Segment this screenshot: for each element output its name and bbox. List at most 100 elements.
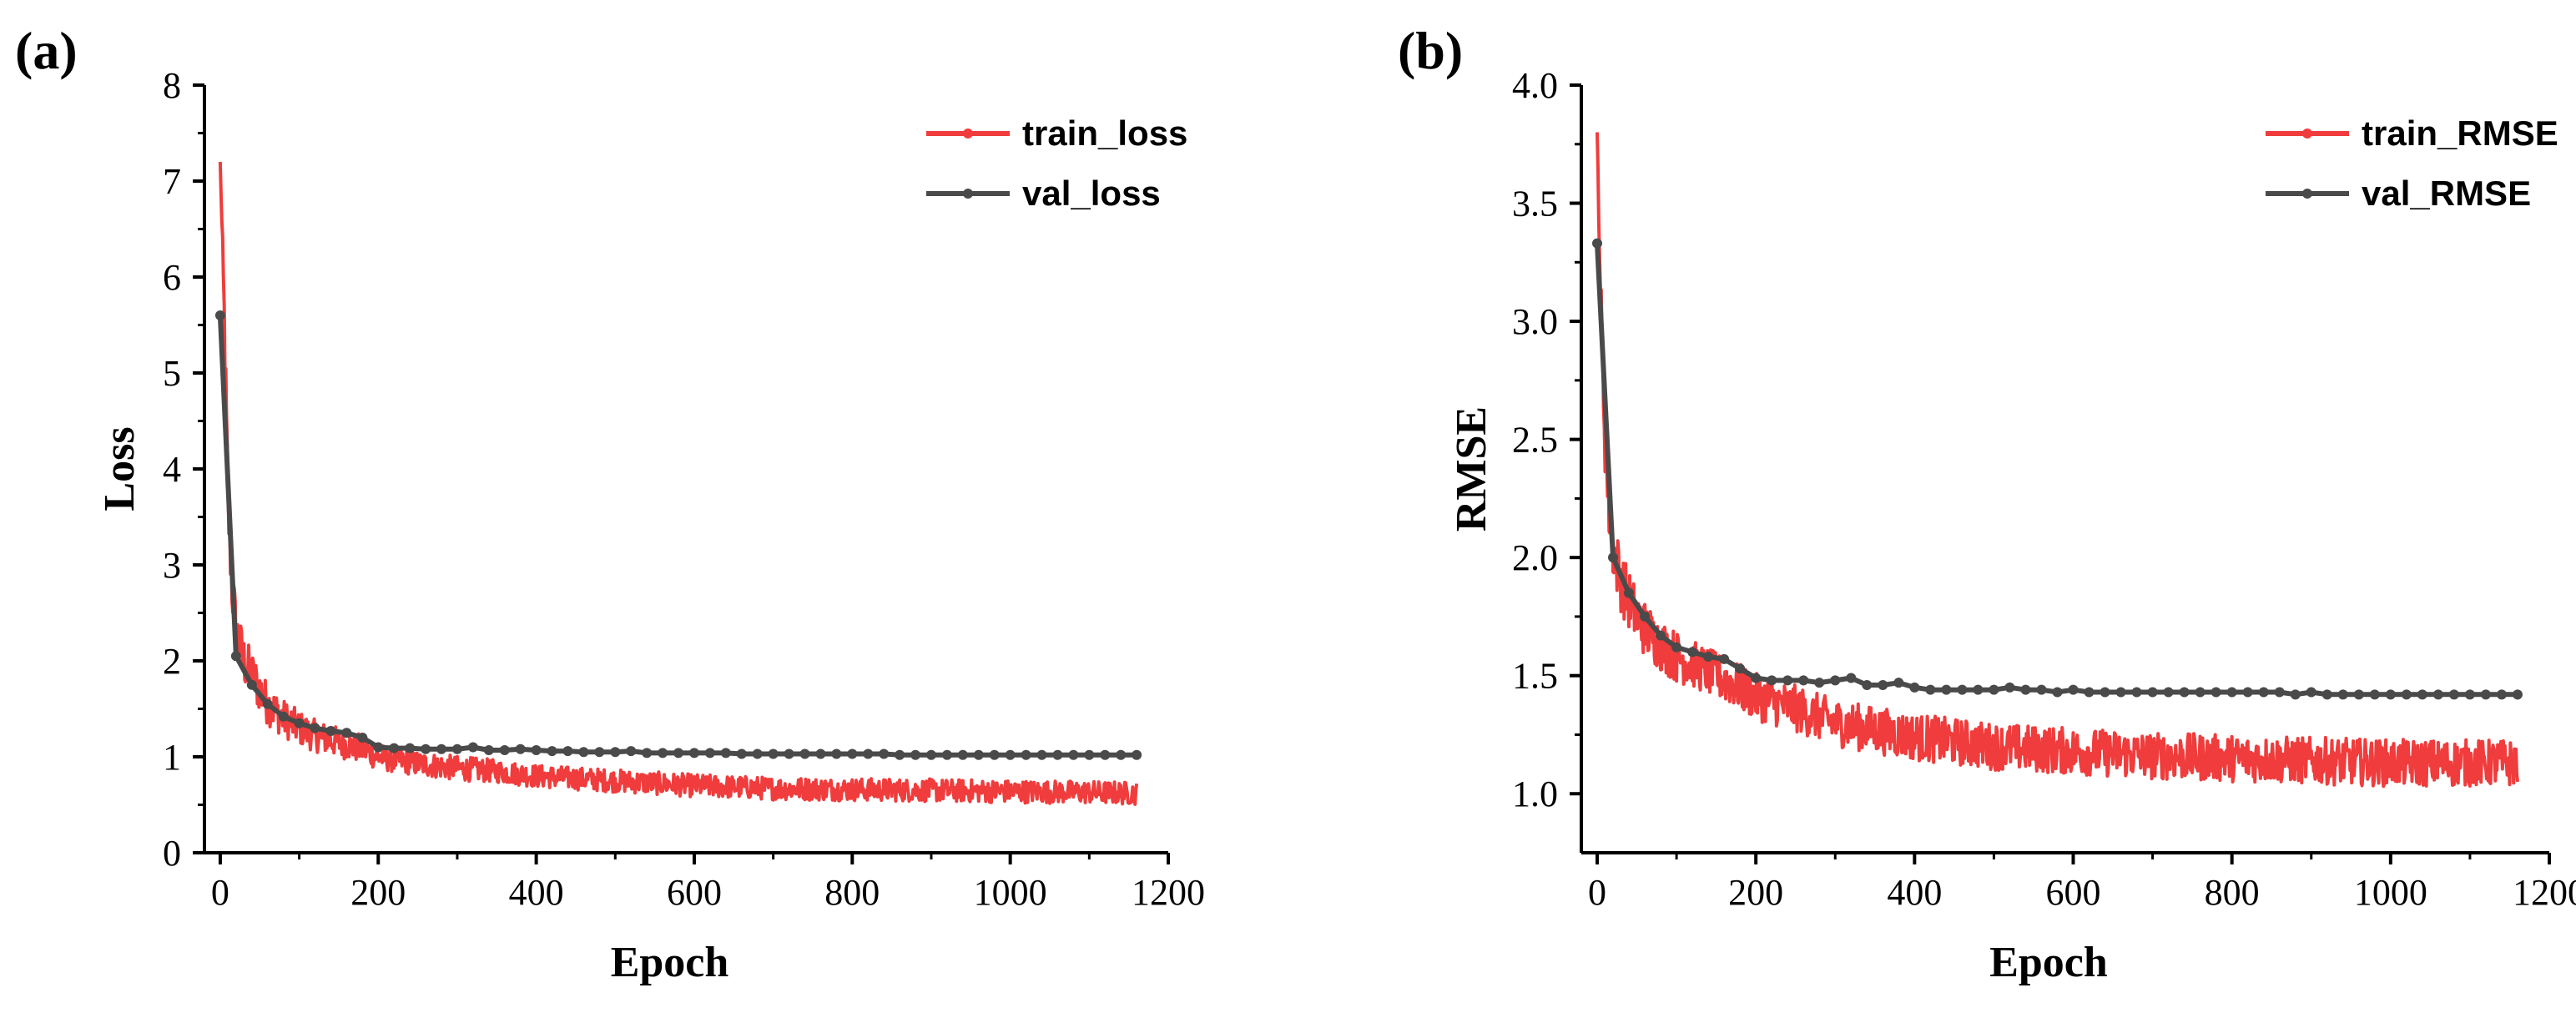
series-line-train_loss (218, 161, 1139, 806)
data-point-val_RMSE-60 (1640, 611, 1651, 622)
data-point-val_RMSE-80 (1656, 630, 1666, 641)
data-point-val_loss-900 (925, 749, 936, 760)
data-point-val_RMSE-300 (1830, 675, 1841, 686)
x-tick-label: 1200 (1132, 872, 1205, 913)
data-point-val_RMSE-1060 (2432, 689, 2443, 700)
chart-panel-a: (a) 0 1 2 3 4 5 6 7 8 0 200 400 600 800 1000 1200 Epoch Lo… (15, 21, 1205, 986)
y-tick-label: 2 (163, 641, 181, 682)
data-point-val_loss-40 (246, 679, 257, 690)
y-tick-label: 4 (163, 449, 181, 490)
x-tick-label: 200 (1728, 872, 1783, 913)
data-point-val_RMSE-340 (1862, 680, 1873, 691)
data-point-val_RMSE-240 (1782, 675, 1793, 686)
data-point-val_RMSE-800 (2226, 687, 2237, 698)
data-point-val_RMSE-20 (1608, 552, 1619, 563)
y-tick-label: 3 (163, 545, 181, 586)
data-point-val_loss-540 (642, 748, 653, 758)
data-point-val_RMSE-260 (1798, 675, 1809, 686)
data-point-val_RMSE-780 (2211, 687, 2221, 698)
data-point-val_RMSE-960 (2353, 689, 2364, 700)
data-point-val_loss-100 (294, 718, 305, 728)
legend-label: train_RMSE (2362, 113, 2558, 153)
data-point-val_loss-720 (784, 748, 794, 759)
data-point-val_loss-920 (941, 749, 952, 760)
series-train_RMSE (1596, 132, 2519, 789)
data-point-val_RMSE-1120 (2480, 689, 2491, 700)
data-point-val_loss-860 (895, 749, 905, 760)
data-point-val_loss-960 (973, 749, 984, 760)
x-tick-label: 600 (667, 872, 722, 913)
data-point-val_RMSE-1140 (2496, 689, 2507, 700)
data-point-val_loss-820 (863, 748, 874, 759)
data-point-val_RMSE-1000 (2385, 689, 2396, 700)
legend-label: train_loss (1022, 113, 1187, 153)
data-point-val_loss-300 (451, 743, 462, 754)
data-point-val_RMSE-720 (2163, 687, 2174, 698)
x-tick-label: 800 (2205, 872, 2260, 913)
data-point-val_RMSE-440 (1941, 684, 1952, 695)
series-val_RMSE (1592, 238, 2523, 700)
x-axis-title: Epoch (611, 939, 729, 986)
data-point-val_loss-560 (658, 748, 668, 758)
data-point-val_loss-600 (688, 748, 699, 758)
y-axis-title: RMSE (1448, 406, 1495, 532)
x-tick-label: 600 (2046, 872, 2101, 913)
data-point-val_loss-660 (736, 748, 747, 759)
data-point-val_RMSE-540 (2020, 684, 2031, 695)
data-point-val_RMSE-680 (2131, 687, 2142, 698)
data-point-val_loss-1020 (1021, 749, 1031, 760)
data-point-val_loss-20 (230, 651, 241, 662)
data-point-val_RMSE-140 (1703, 652, 1714, 663)
data-point-val_RMSE-840 (2258, 687, 2269, 698)
legend-marker (2302, 189, 2312, 199)
data-point-val_loss-680 (752, 748, 763, 759)
data-point-val_loss-700 (768, 748, 779, 759)
data-point-val_RMSE-280 (1814, 678, 1825, 688)
data-point-val_loss-1080 (1068, 749, 1079, 760)
data-point-val_loss-840 (879, 748, 890, 759)
data-point-val_loss-180 (357, 733, 368, 743)
legend-item-train_RMSE: train_RMSE (2266, 113, 2558, 153)
panel-label: (b) (1398, 21, 1463, 80)
legend-label: val_RMSE (2362, 174, 2531, 213)
data-point-val_loss-220 (389, 743, 400, 753)
data-point-val_RMSE-380 (1893, 678, 1904, 688)
y-tick-label: 3.5 (1512, 184, 1558, 224)
data-point-val_loss-440 (562, 746, 573, 757)
data-point-val_loss-1000 (1005, 749, 1016, 760)
data-point-val_loss-1060 (1052, 749, 1063, 760)
data-point-val_RMSE-220 (1767, 675, 1777, 686)
data-point-val_RMSE-1100 (2464, 689, 2475, 700)
data-point-val_loss-400 (531, 744, 542, 755)
data-point-val_loss-280 (436, 743, 447, 754)
data-point-val_RMSE-900 (2306, 687, 2316, 698)
data-point-val_RMSE-640 (2100, 687, 2110, 698)
y-tick-label: 0 (163, 833, 181, 874)
x-tick-label: 1000 (2354, 872, 2427, 913)
data-point-val_RMSE-560 (2036, 684, 2047, 695)
legend: train_loss val_loss (926, 113, 1187, 213)
data-point-val_RMSE-480 (1973, 684, 1984, 695)
data-point-val_loss-80 (278, 711, 289, 722)
x-tick-label: 1200 (2513, 872, 2576, 913)
data-point-val_RMSE-120 (1687, 647, 1698, 658)
y-tick-label: 8 (163, 65, 181, 106)
legend-marker (963, 189, 973, 199)
data-point-val_loss-120 (310, 723, 320, 733)
data-point-val_loss-360 (499, 744, 510, 755)
data-point-val_loss-580 (673, 748, 684, 758)
x-tick-label: 400 (509, 872, 564, 913)
data-point-val_loss-340 (483, 744, 494, 755)
data-point-val_RMSE-160 (1719, 653, 1730, 664)
legend-item-train_loss: train_loss (926, 113, 1187, 153)
y-tick-label: 2.0 (1512, 537, 1558, 578)
data-point-val_loss-980 (989, 749, 1000, 760)
data-point-val_RMSE-920 (2321, 689, 2332, 700)
legend-item-val_RMSE: val_RMSE (2266, 174, 2531, 213)
data-point-val_RMSE-1040 (2417, 689, 2427, 700)
data-point-val_RMSE-860 (2274, 687, 2285, 698)
data-point-val_loss-760 (815, 748, 826, 759)
y-tick-label: 3.0 (1512, 301, 1558, 342)
data-point-val_loss-160 (341, 728, 352, 738)
